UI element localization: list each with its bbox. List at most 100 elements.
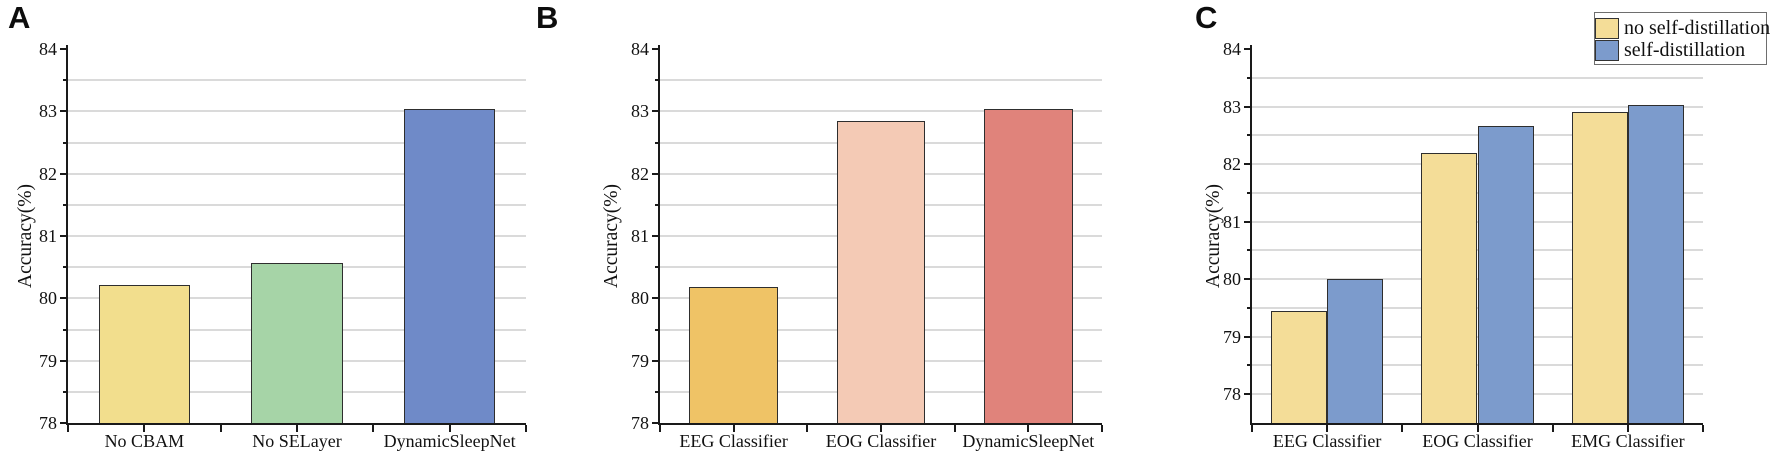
x-category-label: No CBAM [104, 431, 185, 451]
x-boundary-tick [372, 425, 375, 432]
y-minor-tick [1247, 249, 1252, 252]
y-minor-tick [655, 141, 660, 144]
x-axis-line [658, 423, 1102, 425]
x-category-label: No SELayer [252, 431, 342, 451]
x-boundary-tick [1101, 425, 1103, 432]
bar-eeg-classifier [689, 287, 778, 423]
gridline [68, 235, 526, 237]
y-tick-label: 82 [631, 163, 649, 184]
y-axis-line [1250, 45, 1252, 425]
y-tick-label: 79 [39, 350, 57, 371]
y-axis-title-a: Accuracy(%) [15, 184, 36, 288]
y-tick-label: 84 [631, 39, 649, 59]
x-boundary-tick [1551, 425, 1554, 432]
y-tick-label: 78 [1223, 384, 1241, 405]
bar-dynamicsleepnet [403, 109, 496, 423]
y-minor-tick [63, 203, 68, 206]
y-tick-label: 80 [39, 288, 57, 309]
legend-item-self-distillation: self-distillation [1595, 39, 1766, 61]
y-minor-tick [655, 266, 660, 269]
bar-eeg-classifier-no-self-distillation [1271, 310, 1328, 423]
y-tick-label: 79 [1223, 326, 1241, 347]
x-category-label: EEG Classifier [679, 431, 788, 451]
x-category-label: EOG Classifier [825, 431, 937, 451]
y-tick-label: 83 [1223, 96, 1241, 117]
y-major-tick [60, 48, 68, 50]
y-minor-tick [63, 79, 68, 82]
y-major-tick [652, 422, 660, 424]
bar-eog-classifier-no-self-distillation [1421, 152, 1478, 423]
x-boundary-tick [1702, 425, 1704, 432]
y-major-tick [652, 297, 660, 300]
gridline [660, 110, 1102, 113]
x-category-label: EMG Classifier [1571, 431, 1685, 451]
y-minor-tick [1247, 364, 1252, 367]
panel-label-b: B [536, 0, 559, 35]
y-tick-label: 78 [631, 413, 649, 433]
y-major-tick [652, 48, 660, 50]
y-tick-label: 80 [1223, 269, 1241, 290]
y-minor-tick [63, 266, 68, 269]
y-tick-label: 82 [39, 163, 57, 184]
legend: no self-distillation self-distillation [1594, 12, 1770, 65]
gridline [1252, 76, 1703, 79]
y-minor-tick [655, 203, 660, 206]
y-minor-tick [1247, 76, 1252, 79]
y-major-tick [1244, 220, 1252, 223]
legend-label-self-distillation: self-distillation [1624, 39, 1746, 61]
y-tick-label: 83 [39, 101, 57, 122]
bar-no-cbam [98, 284, 191, 423]
y-minor-tick [63, 328, 68, 331]
gridline [68, 203, 526, 206]
legend-item-no-self-distillation: no self-distillation [1595, 17, 1770, 39]
x-axis-line [66, 423, 526, 425]
y-tick-label: 79 [631, 350, 649, 371]
y-tick-label: 82 [1223, 154, 1241, 175]
y-tick-label: 83 [631, 101, 649, 122]
x-boundary-tick [806, 425, 809, 432]
gridline [68, 141, 526, 144]
x-major-tick [1326, 425, 1329, 432]
y-minor-tick [1247, 134, 1252, 137]
y-minor-tick [1247, 191, 1252, 194]
bar-dynamicsleepnet [984, 109, 1073, 423]
x-major-tick [1476, 425, 1479, 432]
gridline [68, 110, 526, 113]
legend-swatch-self-distillation [1595, 39, 1619, 61]
y-minor-tick [1247, 306, 1252, 309]
x-boundary-tick [1251, 425, 1253, 432]
y-major-tick [1244, 335, 1252, 338]
y-major-tick [652, 172, 660, 175]
bar-eog-classifier [836, 120, 926, 423]
y-major-tick [1244, 48, 1252, 50]
x-major-tick [143, 425, 146, 432]
panel-label-a: A [8, 0, 31, 35]
y-minor-tick [63, 390, 68, 393]
bar-emg-classifier-no-self-distillation [1571, 112, 1628, 423]
y-major-tick [652, 235, 660, 237]
x-major-tick [296, 425, 298, 432]
x-major-tick [448, 425, 451, 432]
x-axis-line [1250, 423, 1703, 425]
x-category-label: EOG Classifier [1422, 431, 1533, 451]
y-major-tick [60, 235, 68, 237]
y-tick-label: 84 [1223, 39, 1241, 59]
y-axis-line [658, 45, 660, 425]
y-major-tick [1244, 278, 1252, 281]
y-major-tick [652, 110, 660, 113]
bar-eeg-classifier-self-distillation [1327, 279, 1384, 423]
y-tick-label: 81 [39, 226, 57, 246]
y-major-tick [60, 172, 68, 175]
bar-no-selayer [251, 263, 343, 423]
y-tick-label: 78 [39, 413, 57, 433]
y-tick-label: 80 [631, 288, 649, 309]
y-major-tick [60, 297, 68, 300]
y-minor-tick [655, 79, 660, 82]
panel-label-c: C [1195, 0, 1218, 35]
x-major-tick [1626, 425, 1629, 432]
y-tick-label: 81 [1223, 211, 1241, 232]
x-boundary-tick [219, 425, 222, 432]
gridline [660, 79, 1102, 82]
y-axis-line [66, 45, 68, 425]
